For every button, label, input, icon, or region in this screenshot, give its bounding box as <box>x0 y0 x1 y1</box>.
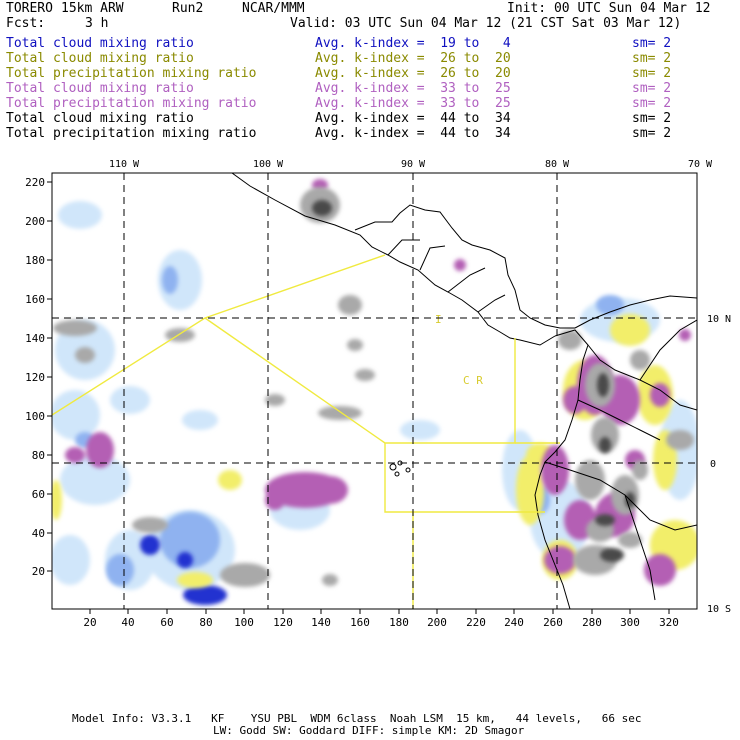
purple-precip-areas <box>65 179 691 586</box>
field-name-4: Total cloud mixing ratio <box>6 81 194 96</box>
field-smooth-5: sm= 2 <box>632 96 672 111</box>
lon-label: 80 W <box>545 159 570 170</box>
y-tick-labels: 20 40 60 80 100 120 140 160 180 200 220 <box>25 176 45 578</box>
forecast-map: I C R 20 40 60 80 100 120 140 16 <box>25 159 731 629</box>
field-legend: Total cloud mixing ratio Avg. k-index = … <box>0 0 740 150</box>
y-tick-label: 40 <box>32 527 45 540</box>
x-tick-label: 20 <box>83 616 96 629</box>
heavy-cloud-areas <box>312 200 635 562</box>
lon-label: 100 W <box>253 159 284 170</box>
x-tick-label: 60 <box>160 616 173 629</box>
region-label-cr: C R <box>463 374 483 387</box>
x-tick-label: 180 <box>389 616 409 629</box>
x-tick-label: 40 <box>121 616 134 629</box>
field-range-3: Avg. k-index = 26 to 20 <box>315 66 511 81</box>
latitude-labels: 10 N 0 10 S <box>707 314 731 615</box>
y-tick-label: 220 <box>25 176 45 189</box>
field-name-3: Total precipitation mixing ratio <box>6 66 257 81</box>
lat-label: 10 S <box>707 604 731 615</box>
field-smooth-4: sm= 2 <box>632 81 672 96</box>
x-tick-label: 160 <box>350 616 370 629</box>
dense-cloud-areas <box>140 535 227 605</box>
latlon-grid <box>52 173 697 609</box>
x-tick-label: 280 <box>582 616 602 629</box>
gray-cloud-areas <box>53 187 694 587</box>
x-tick-label: 200 <box>427 616 447 629</box>
lat-label: 0 <box>710 459 716 470</box>
field-range-5: Avg. k-index = 33 to 25 <box>315 96 511 111</box>
region-boundaries <box>52 254 560 609</box>
x-tick-labels: 20 40 60 80 100 120 140 160 180 200 220 … <box>83 616 679 629</box>
lat-label: 10 N <box>707 314 731 325</box>
lon-label: 90 W <box>401 159 426 170</box>
lon-label: 110 W <box>109 159 140 170</box>
field-range-6: Avg. k-index = 44 to 34 <box>315 111 511 126</box>
map-frame <box>51 172 698 610</box>
field-name-5: Total precipitation mixing ratio <box>6 96 257 111</box>
axis-ticks <box>47 181 670 614</box>
forecast-label: Fcst: <box>6 16 46 31</box>
model-resolution: 15km ARW <box>61 1 124 16</box>
field-range-7: Avg. k-index = 44 to 34 <box>315 126 511 141</box>
longitude-labels: 110 W 100 W 90 W 80 W 70 W <box>109 159 713 170</box>
field-smooth-7: sm= 2 <box>632 126 672 141</box>
physics-info: LW: Godd SW: Goddard DIFF: simple KM: 2D… <box>213 724 525 737</box>
field-range-2: Avg. k-index = 26 to 20 <box>315 51 511 66</box>
field-smooth-1: sm= 2 <box>632 36 672 51</box>
boundary-mark: I <box>435 313 442 326</box>
x-tick-label: 240 <box>504 616 524 629</box>
coastlines <box>231 173 697 609</box>
x-tick-label: 80 <box>199 616 212 629</box>
y-tick-label: 180 <box>25 254 45 267</box>
x-tick-label: 300 <box>620 616 640 629</box>
y-tick-label: 140 <box>25 332 45 345</box>
y-tick-label: 160 <box>25 293 45 306</box>
x-tick-label: 100 <box>234 616 254 629</box>
y-tick-label: 80 <box>32 449 45 462</box>
x-tick-label: 260 <box>543 616 563 629</box>
lon-label: 70 W <box>688 159 713 170</box>
field-range-1: Avg. k-index = 19 to 4 <box>315 36 511 51</box>
cloud-field-layer <box>52 179 697 605</box>
x-tick-label: 320 <box>659 616 679 629</box>
x-tick-label: 120 <box>273 616 293 629</box>
field-smooth-2: sm= 2 <box>632 51 672 66</box>
x-tick-label: 220 <box>466 616 486 629</box>
y-tick-label: 120 <box>25 371 45 384</box>
field-smooth-3: sm= 2 <box>632 66 672 81</box>
forecast-hours: 3 h <box>85 16 109 31</box>
x-tick-label: 140 <box>311 616 331 629</box>
field-name-1: Total cloud mixing ratio <box>6 36 194 51</box>
y-tick-label: 200 <box>25 215 45 228</box>
field-smooth-6: sm= 2 <box>632 111 672 126</box>
valid-time: Valid: 03 UTC Sun 04 Mar 12 (21 CST Sat … <box>290 16 682 31</box>
model-info: Model Info: V3.3.1 KF YSU PBL WDM 6class… <box>72 712 642 725</box>
field-name-7: Total precipitation mixing ratio <box>6 126 257 141</box>
y-tick-label: 60 <box>32 488 45 501</box>
y-tick-label: 100 <box>25 410 45 423</box>
field-name-6: Total cloud mixing ratio <box>6 111 194 126</box>
field-name-2: Total cloud mixing ratio <box>6 51 194 66</box>
y-tick-label: 20 <box>32 565 45 578</box>
run-label: Run2 <box>172 1 204 16</box>
model-name: TORERO <box>6 1 53 16</box>
field-range-4: Avg. k-index = 33 to 25 <box>315 81 511 96</box>
init-time: Init: 00 UTC Sun 04 Mar 12 <box>507 1 711 16</box>
organization: NCAR/MMM <box>242 1 305 16</box>
